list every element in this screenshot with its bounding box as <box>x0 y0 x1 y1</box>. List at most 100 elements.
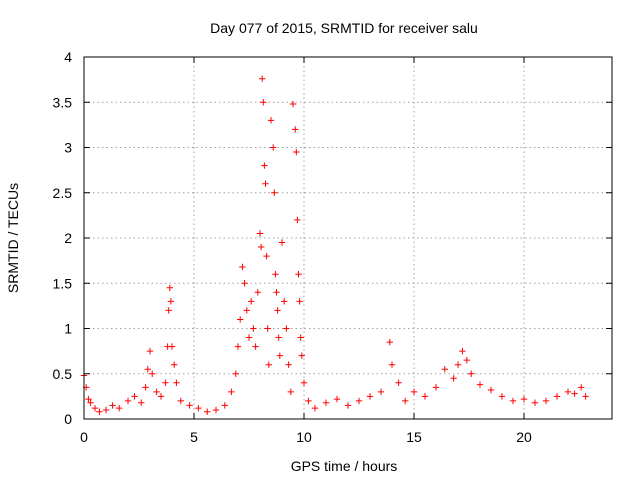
data-point <box>212 406 220 414</box>
chart-title: Day 077 of 2015, SRMTID for receiver sal… <box>210 20 478 36</box>
data-point <box>274 307 281 314</box>
data-point <box>454 361 462 368</box>
x-tick-label: 10 <box>296 429 312 445</box>
data-point <box>102 406 110 414</box>
data-point <box>167 298 175 305</box>
data-point <box>294 216 301 224</box>
data-point <box>248 298 255 305</box>
data-point <box>239 263 246 271</box>
data-point <box>395 379 402 386</box>
data-point <box>421 393 429 400</box>
data-point <box>278 239 286 246</box>
data-point <box>91 404 99 412</box>
y-tick-label: 2.5 <box>53 185 73 201</box>
data-point <box>146 347 154 355</box>
tick-labels: 0 0.5 1 1.5 2 2.5 3 3.5 4 0 5 10 15 20 <box>53 49 532 445</box>
data-point <box>441 366 448 373</box>
data-point <box>153 388 160 396</box>
data-point <box>498 393 506 400</box>
data-point <box>285 361 292 368</box>
data-point <box>311 404 319 412</box>
data-point <box>355 397 363 405</box>
plot-frame <box>83 56 613 420</box>
data-point <box>124 397 132 405</box>
x-tick-label: 15 <box>406 429 422 445</box>
data-point <box>195 404 202 412</box>
data-point <box>276 352 283 359</box>
grid <box>84 57 612 419</box>
data-point <box>296 298 303 305</box>
data-point <box>402 397 409 405</box>
data-point <box>377 388 385 396</box>
data-point <box>186 402 193 409</box>
data-point <box>344 402 352 409</box>
y-tick-label: 1 <box>64 321 72 337</box>
data-point <box>138 399 145 406</box>
x-axis-label: GPS time / hours <box>291 458 398 474</box>
y-tick-label: 4 <box>64 49 72 65</box>
data-point <box>578 384 585 391</box>
data-point <box>275 334 282 341</box>
data-points <box>80 75 589 415</box>
data-point <box>292 126 299 133</box>
data-point <box>272 271 279 278</box>
data-point <box>252 343 259 350</box>
data-point <box>237 316 244 323</box>
data-point <box>333 395 341 403</box>
data-point <box>322 399 330 406</box>
data-point <box>250 325 257 332</box>
data-point <box>273 289 280 296</box>
data-point <box>165 307 172 314</box>
data-point <box>168 343 176 350</box>
data-point <box>228 388 235 396</box>
y-tick-label: 3.5 <box>53 94 73 110</box>
data-point <box>85 395 92 403</box>
data-point <box>96 408 103 415</box>
data-point <box>542 397 550 405</box>
data-point <box>459 347 466 355</box>
data-point <box>564 388 572 396</box>
data-point <box>109 402 116 409</box>
data-point <box>234 343 242 350</box>
data-point <box>257 243 265 251</box>
data-point <box>450 375 457 382</box>
data-point <box>386 338 393 346</box>
data-point <box>157 393 165 400</box>
data-point <box>531 399 539 406</box>
data-point <box>263 252 270 260</box>
x-tick-label: 0 <box>80 429 88 445</box>
data-point <box>582 393 589 400</box>
data-point <box>149 370 156 377</box>
data-point <box>297 334 304 341</box>
data-point <box>256 230 264 237</box>
data-point <box>162 379 169 386</box>
data-point <box>300 379 308 386</box>
data-point <box>254 289 261 296</box>
data-point <box>243 307 250 314</box>
y-axis-label: SRMTID / TECUs <box>5 183 21 293</box>
y-tick-label: 2 <box>64 230 72 246</box>
data-point <box>281 298 288 305</box>
data-point <box>295 271 302 278</box>
data-point <box>283 325 290 332</box>
data-point <box>177 397 184 405</box>
data-point <box>262 180 269 187</box>
data-point <box>261 162 268 169</box>
data-point <box>131 393 138 400</box>
data-point <box>232 370 239 377</box>
data-point <box>144 366 151 373</box>
data-point <box>287 388 294 396</box>
data-point <box>171 361 178 368</box>
y-tick-label: 0.5 <box>53 366 73 382</box>
data-point <box>410 388 418 396</box>
data-point <box>509 397 517 405</box>
data-point <box>571 390 578 397</box>
data-point <box>366 393 374 400</box>
data-point <box>487 386 495 394</box>
x-tick-label: 5 <box>190 429 198 445</box>
data-point <box>260 99 267 106</box>
data-point <box>432 384 440 391</box>
data-point <box>173 379 180 386</box>
